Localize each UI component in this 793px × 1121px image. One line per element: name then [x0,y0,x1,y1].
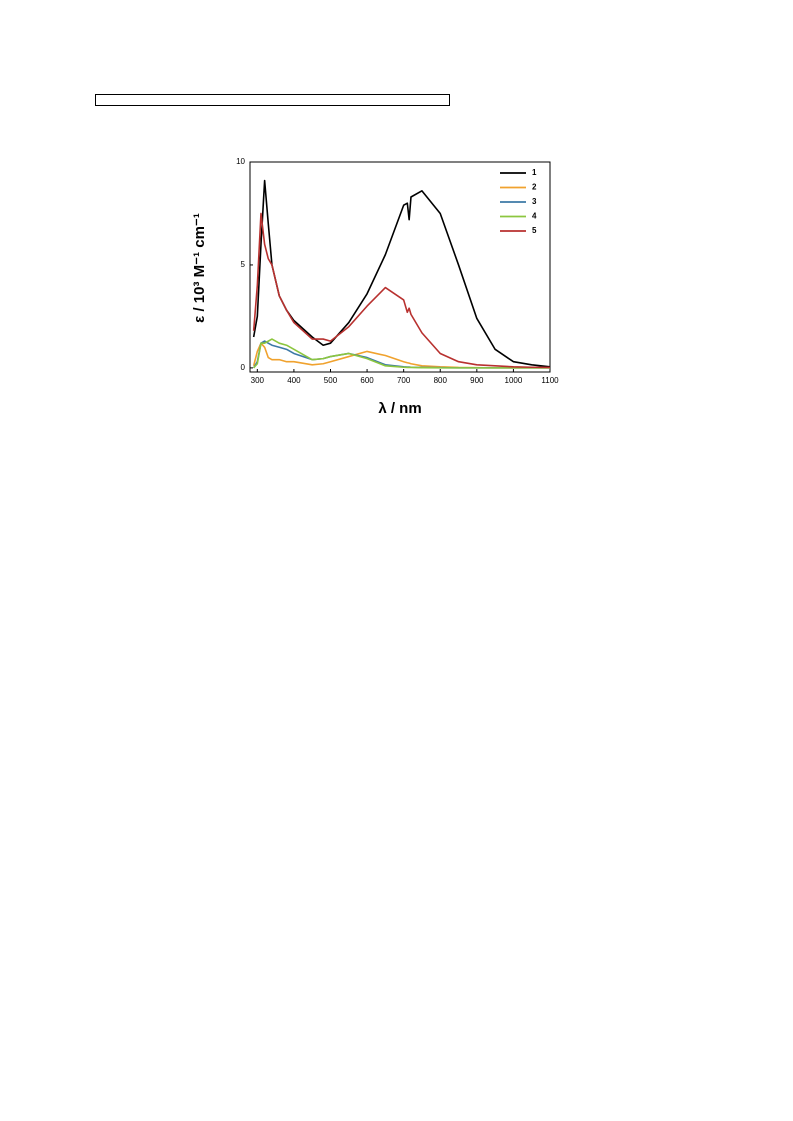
series-line [252,179,551,368]
x-tick-label: 400 [287,376,301,385]
series-line [252,212,551,369]
plot-frame [249,161,551,373]
caption-box [95,94,450,106]
y-axis-label: ε / 10³ M⁻¹ cm⁻¹ [191,213,208,323]
x-tick-label: 1000 [505,376,523,385]
x-tick-label: 900 [470,376,484,385]
legend-label: 3 [532,197,537,206]
x-tick-label: 800 [434,376,448,385]
x-tick-label: 600 [360,376,374,385]
y-tick-label: 0 [241,363,246,372]
x-axis-label: λ / nm [378,400,421,417]
y-tick-label: 10 [236,157,245,166]
x-tick-label: 300 [251,376,265,385]
legend-label: 5 [532,226,537,235]
x-tick-label: 1100 [541,376,559,385]
series-line [253,338,550,369]
y-tick-label: 5 [241,260,246,269]
legend-label: 2 [532,183,537,192]
legend-label: 4 [532,212,537,221]
x-tick-label: 700 [397,376,411,385]
x-tick-label: 500 [324,376,338,385]
series-line [252,340,550,369]
legend-label: 1 [532,168,537,177]
